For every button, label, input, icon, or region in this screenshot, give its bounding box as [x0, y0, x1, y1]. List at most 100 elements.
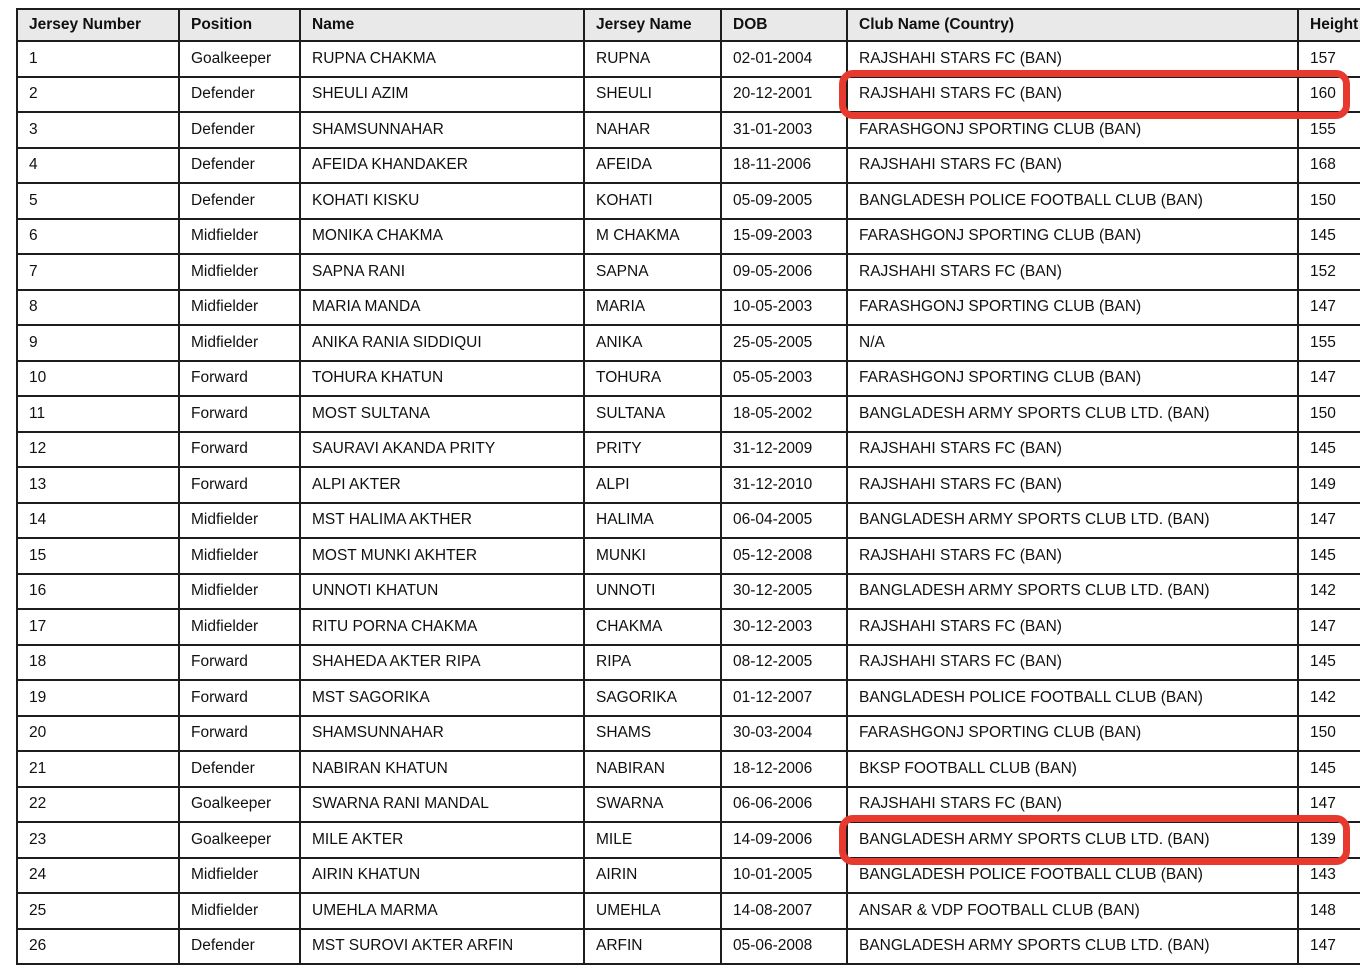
table-cell: RIPA [583, 643, 722, 681]
table-cell: 4 [16, 146, 180, 184]
table-cell: MUNKI [583, 537, 722, 575]
table-row: 25 Midfielder UMEHLA MARMA UMEHLA 14-08-2007… [16, 892, 1360, 930]
table-cell: 21 [16, 750, 180, 788]
table-cell: MARIA MANDA [299, 288, 585, 326]
table-cell: FARASHGONJ SPORTING CLUB (BAN) [846, 111, 1299, 149]
table-cell: TOHURA KHATUN [299, 359, 585, 397]
table-cell: SHAMS [583, 714, 722, 752]
table-cell: 168 [1297, 146, 1360, 184]
table-row: 19 Forward MST SAGORIKA SAGORIKA 01-12-2007 B… [16, 679, 1360, 717]
table-cell: Goalkeeper [178, 785, 301, 823]
table-row: 7 Midfielder SAPNA RANI SAPNA 09-05-2006 RAJS… [16, 253, 1360, 291]
table-cell: RITU PORNA CHAKMA [299, 608, 585, 646]
table-cell: 7 [16, 253, 180, 291]
table-cell: 14 [16, 501, 180, 539]
table-row: 12 Forward SAURAVI AKANDA PRITY PRITY 31-12-… [16, 430, 1360, 468]
table-row: 11 Forward MOST SULTANA SULTANA 18-05-2002 BA… [16, 395, 1360, 433]
table-cell: UMEHLA MARMA [299, 892, 585, 930]
table-cell: FARASHGONJ SPORTING CLUB (BAN) [846, 288, 1299, 326]
table-cell: 13 [16, 466, 180, 504]
table-cell: 14-08-2007 [720, 892, 848, 930]
table-cell: 143 [1297, 856, 1360, 894]
table-cell: MST HALIMA AKTHER [299, 501, 585, 539]
table-cell: 14-09-2006 [720, 821, 848, 859]
table-row: 23 Goalkeeper MILE AKTER MILE 14-09-2006 BANG… [16, 821, 1360, 859]
table-row: 14 Midfielder MST HALIMA AKTHER HALIMA 06-04… [16, 501, 1360, 539]
table-cell: RUPNA CHAKMA [299, 40, 585, 78]
table-row: 18 Forward SHAHEDA AKTER RIPA RIPA 08-12-200… [16, 643, 1360, 681]
table-cell: RAJSHAHI STARS FC (BAN) [846, 643, 1299, 681]
column-header: Name [299, 8, 585, 42]
table-cell: 26 [16, 927, 180, 965]
table-row: 4 Defender AFEIDA KHANDAKER AFEIDA 18-11-200… [16, 146, 1360, 184]
table-cell: RAJSHAHI STARS FC (BAN) [846, 466, 1299, 504]
table-cell: 10-01-2005 [720, 856, 848, 894]
table-cell: 11 [16, 395, 180, 433]
table-cell: 08-12-2005 [720, 643, 848, 681]
table-cell: 145 [1297, 750, 1360, 788]
table-cell: BANGLADESH POLICE FOOTBALL CLUB (BAN) [846, 856, 1299, 894]
table-cell: BKSP FOOTBALL CLUB (BAN) [846, 750, 1299, 788]
table-row: 9 Midfielder ANIKA RANIA SIDDIQUI ANIKA 25-0… [16, 324, 1360, 362]
table-cell: Forward [178, 395, 301, 433]
table-cell: RAJSHAHI STARS FC (BAN) [846, 430, 1299, 468]
table-row: 20 Forward SHAMSUNNAHAR SHAMS 30-03-2004 FARA… [16, 714, 1360, 752]
table-cell: NAHAR [583, 111, 722, 149]
table-cell: KOHATI [583, 182, 722, 220]
table-row: 3 Defender SHAMSUNNAHAR NAHAR 31-01-2003 FARA… [16, 111, 1360, 149]
table-cell: RAJSHAHI STARS FC (BAN) [846, 537, 1299, 575]
table-cell: 10 [16, 359, 180, 397]
table-row: 24 Midfielder AIRIN KHATUN AIRIN 10-01-2005 B… [16, 856, 1360, 894]
table-cell: 31-01-2003 [720, 111, 848, 149]
table-cell: 148 [1297, 892, 1360, 930]
table-cell: 18 [16, 643, 180, 681]
table-cell: Midfielder [178, 856, 301, 894]
table-cell: 09-05-2006 [720, 253, 848, 291]
table-cell: N/A [846, 324, 1299, 362]
table-cell: 147 [1297, 288, 1360, 326]
table-cell: 3 [16, 111, 180, 149]
table-cell: UMEHLA [583, 892, 722, 930]
table-cell: BANGLADESH ARMY SPORTS CLUB LTD. (BAN) [846, 501, 1299, 539]
table-cell: SAPNA RANI [299, 253, 585, 291]
table-cell: 15-09-2003 [720, 217, 848, 255]
table-cell: FARASHGONJ SPORTING CLUB (BAN) [846, 359, 1299, 397]
table-cell: 24 [16, 856, 180, 894]
table-cell: M CHAKMA [583, 217, 722, 255]
table-row: 8 Midfielder MARIA MANDA MARIA 10-05-2003 FAR… [16, 288, 1360, 326]
table-cell: MOST SULTANA [299, 395, 585, 433]
table-cell: 1 [16, 40, 180, 78]
table-row: 16 Midfielder UNNOTI KHATUN UNNOTI 30-12-200… [16, 572, 1360, 610]
table-row: 21 Defender NABIRAN KHATUN NABIRAN 18-12-200… [16, 750, 1360, 788]
table-cell: SAPNA [583, 253, 722, 291]
table-cell: 19 [16, 679, 180, 717]
table-cell: Forward [178, 359, 301, 397]
table-row: 22 Goalkeeper SWARNA RANI MANDAL SWARNA 06-0… [16, 785, 1360, 823]
table-cell: MST SUROVI AKTER ARFIN [299, 927, 585, 965]
table-cell: 12 [16, 430, 180, 468]
table-cell: MILE [583, 821, 722, 859]
table-header-row: Jersey Number Position Name Jersey Name DOB C… [16, 8, 1360, 42]
column-header: Position [178, 8, 301, 42]
table-cell: UNNOTI [583, 572, 722, 610]
table-cell: HALIMA [583, 501, 722, 539]
table-cell: Forward [178, 714, 301, 752]
table-cell: 147 [1297, 359, 1360, 397]
table-cell: RAJSHAHI STARS FC (BAN) [846, 785, 1299, 823]
table-cell: 18-11-2006 [720, 146, 848, 184]
table-cell: 139 [1297, 821, 1360, 859]
table-cell: 06-04-2005 [720, 501, 848, 539]
table-cell: SHEULI [583, 75, 722, 113]
table-cell: 145 [1297, 537, 1360, 575]
table-cell: Midfielder [178, 253, 301, 291]
table-cell: 20-12-2001 [720, 75, 848, 113]
table-cell: MONIKA CHAKMA [299, 217, 585, 255]
table-cell: 157 [1297, 40, 1360, 78]
table-cell: KOHATI KISKU [299, 182, 585, 220]
table-cell: Midfielder [178, 324, 301, 362]
table-cell: BANGLADESH ARMY SPORTS CLUB LTD. (BAN) [846, 927, 1299, 965]
table-row: 2 Defender SHEULI AZIM SHEULI 20-12-2001 RAJS… [16, 75, 1360, 113]
table-cell: Forward [178, 643, 301, 681]
table-row: 1 Goalkeeper RUPNA CHAKMA RUPNA 02-01-2004 RA… [16, 40, 1360, 78]
